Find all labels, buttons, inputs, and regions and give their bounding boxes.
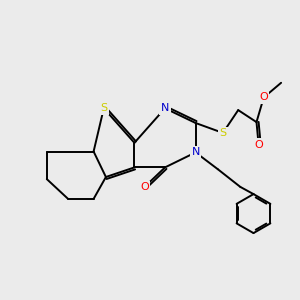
Text: O: O — [254, 140, 263, 150]
Text: O: O — [140, 182, 149, 192]
Text: N: N — [191, 147, 200, 158]
Text: S: S — [100, 103, 107, 113]
Text: O: O — [259, 92, 268, 103]
Text: N: N — [161, 103, 169, 113]
Text: S: S — [219, 128, 226, 138]
